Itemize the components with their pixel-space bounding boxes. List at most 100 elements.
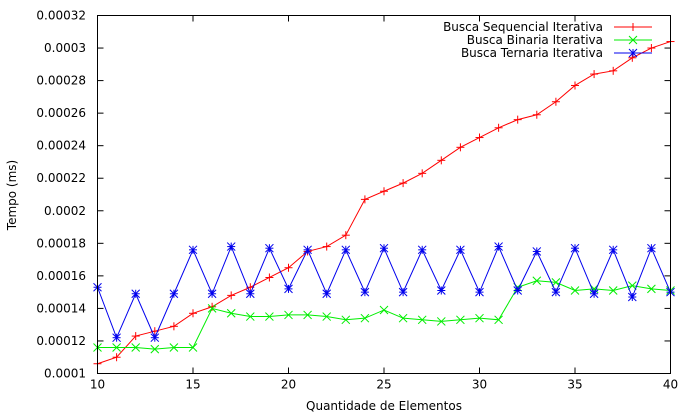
x-tick-label: 35 <box>567 378 582 392</box>
data-point <box>398 287 408 297</box>
y-tick-label: 0.0002 <box>44 204 86 218</box>
data-point <box>494 123 503 132</box>
data-point <box>322 289 332 299</box>
x-axis-label: Quantidade de Elementos <box>306 399 462 413</box>
data-point <box>417 315 427 325</box>
y-tick-label: 0.00028 <box>36 74 86 88</box>
data-point <box>245 312 255 321</box>
data-point <box>284 310 293 320</box>
data-point <box>589 289 599 299</box>
y-tick-label: 0.00014 <box>36 301 86 315</box>
legend-label: Busca Sequencial Iterativa <box>443 20 603 34</box>
x-tick-label: 30 <box>472 378 487 392</box>
data-point <box>265 312 274 321</box>
data-point <box>303 245 312 255</box>
series-line <box>97 245 671 340</box>
x-tick-label: 40 <box>663 378 678 392</box>
data-point <box>494 315 503 325</box>
data-point <box>227 291 236 300</box>
series-line <box>97 41 671 365</box>
data-point <box>207 289 217 299</box>
y-tick-label: 0.00024 <box>36 139 86 153</box>
data-point <box>341 231 350 240</box>
data-point <box>245 289 255 299</box>
data-point <box>112 353 121 362</box>
y-axis-label: Tempo (ms) <box>5 160 19 231</box>
data-point <box>169 289 179 299</box>
data-point <box>189 309 197 318</box>
data-point <box>265 243 274 253</box>
x-tick-label: 25 <box>376 378 391 392</box>
data-point <box>226 308 236 318</box>
data-point <box>551 287 561 297</box>
data-point <box>647 284 656 294</box>
data-point <box>571 81 579 90</box>
data-point <box>532 110 541 119</box>
data-point <box>627 281 637 290</box>
data-point <box>456 245 465 255</box>
y-axis-ticks: 0.0001 0.00012 0.00014 0.00016 0.00018 0.0002… <box>36 9 671 381</box>
data-point <box>417 245 427 255</box>
data-point <box>188 343 198 352</box>
data-point <box>590 70 599 79</box>
data-point <box>284 284 293 294</box>
data-point <box>112 333 121 343</box>
data-point <box>131 343 141 352</box>
data-point <box>609 66 618 75</box>
series-layer <box>93 37 675 368</box>
legend-marker <box>629 23 637 31</box>
data-point <box>647 44 656 53</box>
data-point <box>360 313 370 323</box>
plot-frame <box>97 15 671 374</box>
y-tick-label: 0.00016 <box>36 269 86 283</box>
data-point <box>436 317 446 326</box>
data-point <box>303 310 312 320</box>
data-point <box>608 286 618 295</box>
data-point <box>379 243 389 253</box>
data-point <box>150 333 160 343</box>
data-point <box>627 292 637 302</box>
data-point <box>570 286 580 295</box>
x-axis-ticks: 10 15 20 25 30 35 40 <box>90 15 678 392</box>
legend-label: Busca Binaria Iterativa <box>467 33 603 47</box>
y-tick-label: 0.00012 <box>36 334 86 348</box>
data-point <box>341 315 351 325</box>
data-point <box>360 287 370 297</box>
series-3 <box>93 242 675 343</box>
legend-marker <box>628 48 638 58</box>
data-point <box>551 97 560 106</box>
data-point <box>475 313 484 323</box>
data-point <box>570 243 580 253</box>
y-tick-label: 0.00022 <box>36 171 86 185</box>
data-point <box>112 343 121 352</box>
data-point <box>322 242 331 251</box>
data-point <box>265 273 274 282</box>
legend-marker <box>628 35 638 45</box>
data-point <box>628 53 637 62</box>
data-point <box>131 332 140 341</box>
data-point <box>360 195 369 204</box>
data-point <box>494 242 503 251</box>
y-tick-label: 0.0003 <box>44 41 86 55</box>
data-point <box>207 304 217 313</box>
x-tick-label: 15 <box>185 378 200 392</box>
data-point <box>284 263 293 272</box>
data-point <box>399 179 408 188</box>
data-point <box>380 187 388 196</box>
series-line <box>97 280 671 350</box>
data-point <box>226 242 236 251</box>
data-point <box>436 286 446 295</box>
data-point <box>475 133 484 142</box>
data-point <box>437 156 446 165</box>
y-tick-label: 0.00018 <box>36 236 86 250</box>
data-point <box>475 287 484 297</box>
data-point <box>341 245 351 255</box>
data-point <box>513 286 523 295</box>
data-point <box>322 312 332 321</box>
y-tick-label: 0.00032 <box>36 9 86 23</box>
x-tick-label: 20 <box>281 378 296 392</box>
y-tick-label: 0.0001 <box>44 367 86 381</box>
series-1 <box>93 37 675 368</box>
